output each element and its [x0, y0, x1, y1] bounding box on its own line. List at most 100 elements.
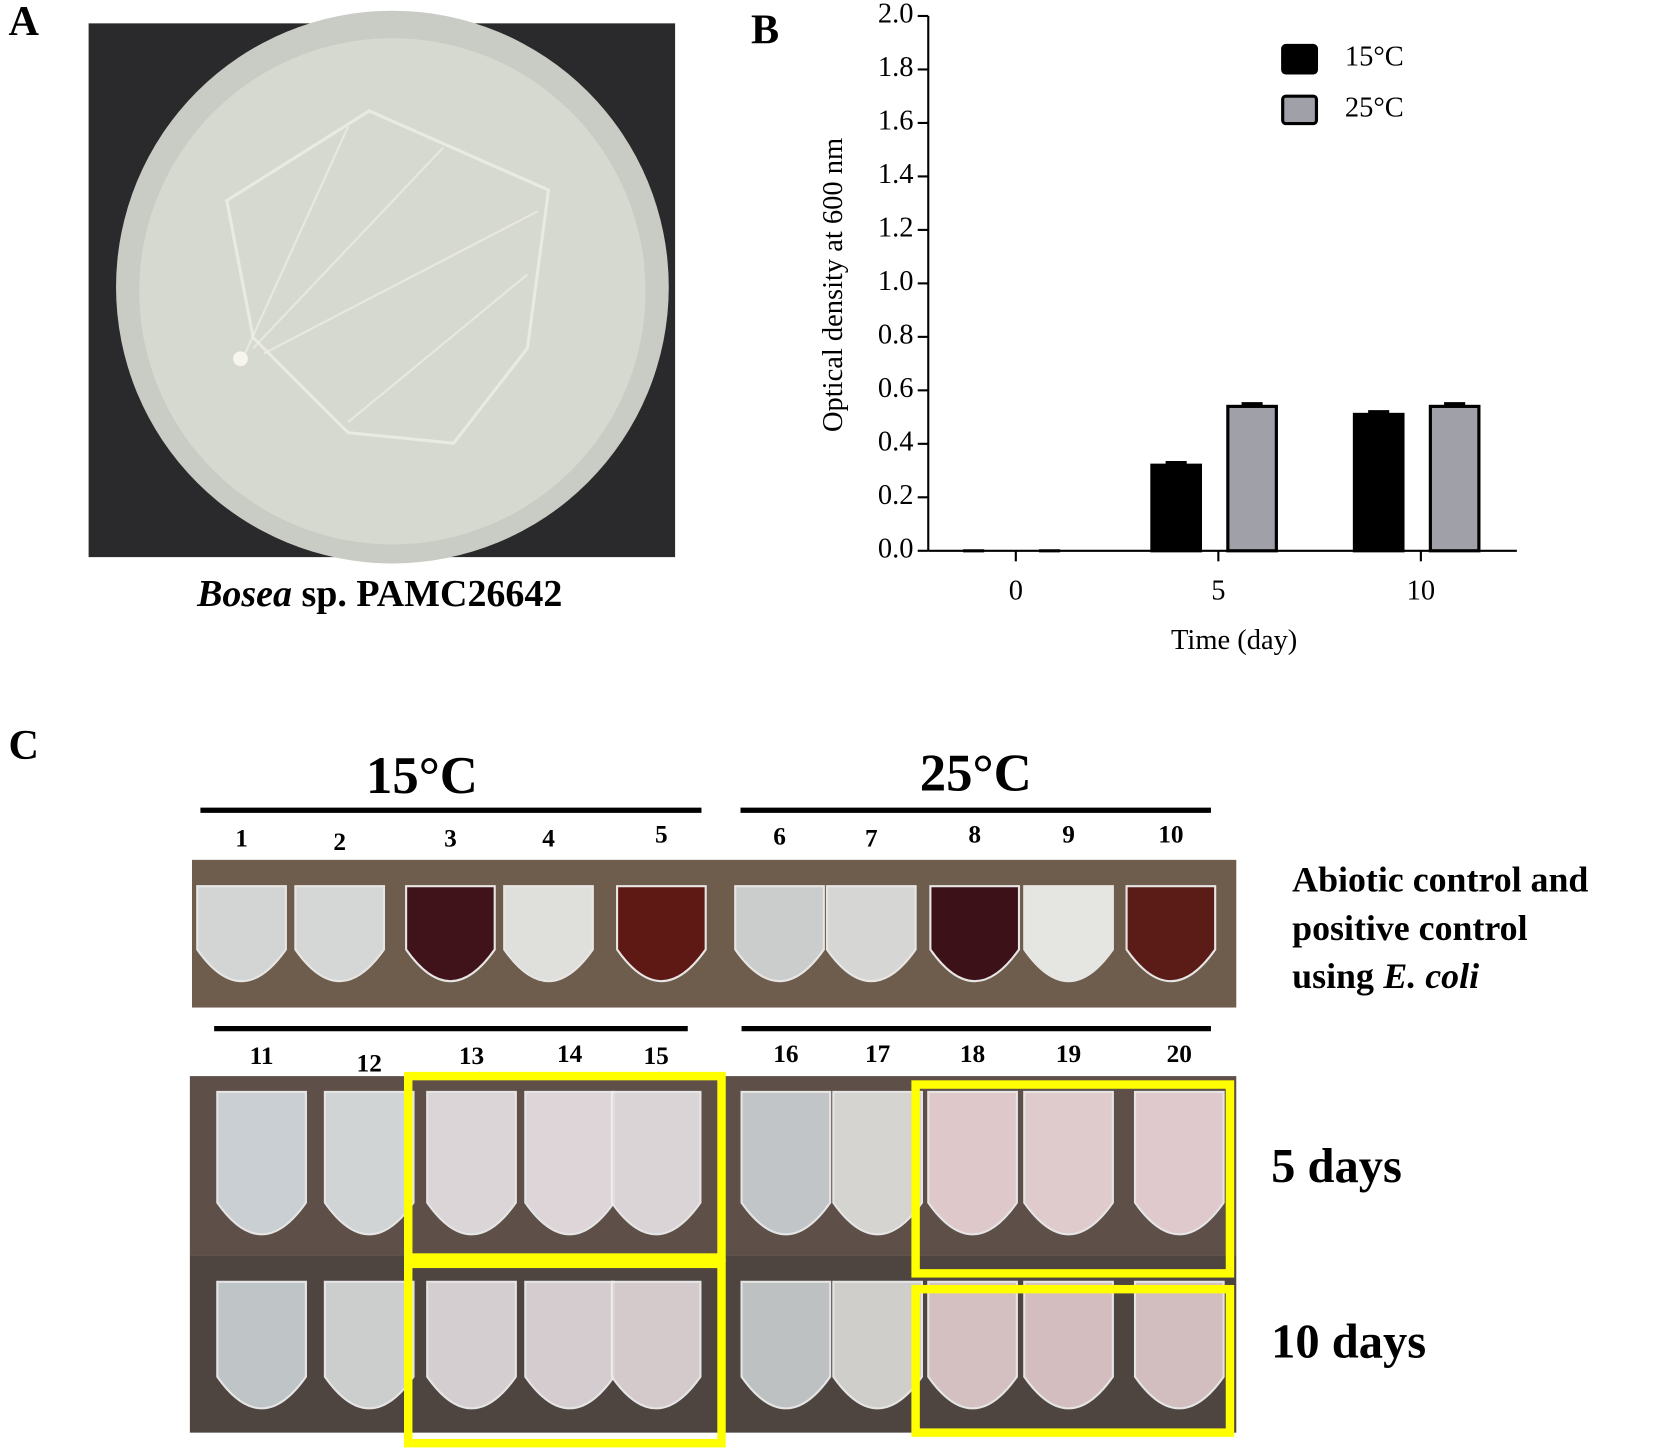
tube	[426, 1280, 517, 1410]
y-tick-label: 0.6	[878, 373, 914, 404]
tube	[503, 885, 594, 983]
x-tick-label: 10	[1407, 576, 1435, 607]
tube	[294, 885, 386, 983]
group-label: 15°C	[366, 747, 478, 805]
tube	[1023, 1090, 1114, 1236]
legend-label: 25°C	[1345, 92, 1404, 123]
row-label: 10 days	[1271, 1315, 1426, 1368]
y-tick-label: 0.0	[878, 533, 914, 564]
tube-number: 14	[557, 1040, 583, 1068]
tube	[825, 885, 917, 983]
caption-italic: Bosea	[196, 573, 292, 615]
side-label: Abiotic control and	[1292, 859, 1588, 899]
bar	[1352, 412, 1405, 553]
tube-number: 19	[1056, 1040, 1081, 1068]
tube-number: 5	[655, 820, 668, 848]
tube	[927, 1090, 1018, 1236]
tube	[216, 1280, 307, 1410]
highlight-box	[911, 1284, 1235, 1437]
tube-number: 15	[643, 1042, 668, 1070]
tube-number: 16	[773, 1040, 798, 1068]
tube-number: 20	[1167, 1040, 1192, 1068]
highlight-boxes	[404, 1071, 1235, 1448]
tube	[196, 885, 287, 983]
legend-swatch	[1281, 94, 1319, 126]
tubes	[196, 885, 1225, 1410]
plate-agar	[139, 38, 646, 545]
x-tick-label: 5	[1211, 576, 1225, 607]
bar	[1150, 463, 1202, 553]
tube-number: 1	[235, 825, 248, 853]
tube	[426, 1090, 517, 1236]
panel-label: B	[751, 7, 779, 54]
y-tick-label: 1.0	[878, 266, 914, 297]
tube	[1133, 1090, 1225, 1236]
y-tick-label: 0.4	[878, 426, 914, 457]
side-label: using E. coli	[1292, 956, 1479, 996]
tube	[1125, 885, 1217, 983]
colony	[233, 351, 248, 367]
tube-number: 11	[250, 1042, 274, 1070]
highlight-box	[404, 1259, 726, 1448]
tube-number: 10	[1158, 820, 1183, 848]
tube	[1023, 1280, 1114, 1410]
tube-number: 12	[357, 1049, 382, 1077]
side-label-italic: E. coli	[1382, 956, 1479, 996]
tube	[929, 885, 1021, 983]
x-axis-label: Time (day)	[1171, 625, 1297, 656]
colonies	[225, 109, 551, 445]
y-tick-label: 0.8	[878, 319, 914, 350]
tube	[740, 1280, 832, 1410]
tube	[524, 1280, 615, 1410]
tube-number: 18	[960, 1040, 985, 1068]
tube	[832, 1090, 923, 1236]
bar	[1226, 404, 1278, 553]
tube	[405, 885, 496, 983]
tube	[323, 1090, 415, 1236]
tube	[616, 885, 707, 983]
y-tick-label: 1.8	[878, 52, 914, 83]
group-label: 25°C	[920, 745, 1032, 803]
tube	[610, 1280, 702, 1410]
row-label: 5 days	[1271, 1140, 1402, 1193]
y-tick-label: 1.4	[878, 159, 914, 190]
bar	[1428, 404, 1481, 553]
y-axis-label: Optical density at 600 nm	[818, 138, 849, 432]
tube	[524, 1090, 615, 1236]
tube-number: 3	[444, 825, 457, 853]
tube	[216, 1090, 307, 1236]
caption: Bosea sp. PAMC26642	[196, 573, 562, 615]
tube	[610, 1090, 702, 1236]
tube-number: 2	[333, 828, 346, 856]
tube	[740, 1090, 832, 1236]
streaks	[241, 126, 539, 423]
tube-number: 13	[459, 1042, 484, 1070]
y-tick-label: 1.2	[878, 212, 914, 243]
legend-swatch	[1281, 43, 1319, 75]
tube	[1133, 1280, 1225, 1410]
tube-number: 8	[968, 820, 981, 848]
tube	[323, 1280, 415, 1410]
x-tick-label: 0	[1009, 576, 1023, 607]
panel-label: C	[8, 722, 38, 769]
tube-number: 7	[865, 825, 878, 853]
tube	[832, 1280, 923, 1410]
caption-rest: sp. PAMC26642	[302, 573, 563, 615]
y-tick-label: 2.0	[878, 0, 914, 30]
side-label-part: using	[1292, 956, 1374, 996]
tube-number: 9	[1062, 820, 1075, 848]
tube	[1023, 885, 1114, 983]
tube	[734, 885, 825, 983]
tube	[927, 1280, 1018, 1410]
side-label: positive control	[1292, 908, 1527, 948]
tube-number: 6	[773, 823, 786, 851]
tube-number: 17	[865, 1040, 891, 1068]
legend-label: 15°C	[1345, 42, 1404, 73]
highlight-box	[911, 1080, 1235, 1278]
tube-number: 4	[542, 825, 555, 853]
highlight-box	[404, 1071, 726, 1262]
bar-chart: 0.0 0.2 0.4 0.6 0.8 1.0 1.2 1.4 1.6 1.8 2.0 Optical…	[818, 0, 1517, 656]
y-tick-label: 0.2	[878, 480, 914, 511]
panel-label: A	[8, 0, 39, 45]
